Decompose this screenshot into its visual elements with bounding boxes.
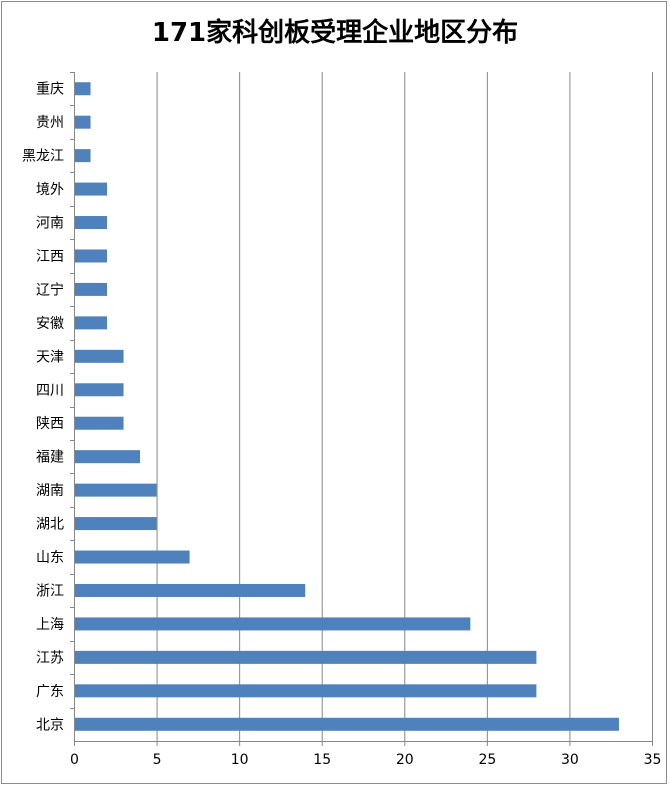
bar-12 — [74, 483, 157, 497]
category-label-17: 江苏 — [36, 650, 64, 666]
category-label-1: 贵州 — [36, 115, 64, 131]
category-label-2: 黑龙江 — [22, 149, 64, 165]
bar-16 — [74, 617, 471, 631]
bar-7 — [74, 316, 108, 330]
bar-4 — [74, 216, 108, 230]
x-tick-label-3: 15 — [313, 752, 331, 768]
x-tick-label-0: 0 — [70, 752, 79, 768]
category-label-10: 陕西 — [36, 416, 64, 432]
bar-1 — [74, 115, 91, 129]
bar-13 — [74, 517, 157, 531]
category-label-11: 福建 — [36, 450, 64, 466]
category-label-4: 河南 — [36, 216, 64, 232]
bar-9 — [74, 383, 124, 397]
bar-11 — [74, 450, 141, 464]
bar-8 — [74, 349, 124, 363]
category-label-14: 山东 — [36, 550, 64, 566]
category-label-0: 重庆 — [36, 82, 64, 98]
category-label-18: 广东 — [36, 684, 64, 700]
x-tick-label-1: 5 — [153, 752, 162, 768]
category-label-6: 辽宁 — [36, 281, 64, 298]
bar-3 — [74, 182, 108, 196]
x-tick-label-4: 20 — [396, 752, 414, 768]
category-label-8: 天津 — [36, 349, 64, 365]
x-tick-label-2: 10 — [231, 752, 249, 768]
bar-17 — [74, 650, 537, 664]
category-label-9: 四川 — [36, 383, 64, 399]
category-label-5: 江西 — [36, 249, 64, 265]
bar-6 — [74, 282, 108, 296]
bar-19 — [74, 717, 619, 731]
bar-18 — [74, 684, 537, 698]
bar-2 — [74, 149, 91, 163]
category-label-7: 安徽 — [36, 316, 64, 332]
x-tick-label-5: 25 — [478, 752, 496, 768]
bar-14 — [74, 550, 190, 564]
chart-title: 171家科创板受理企业地区分布 — [151, 18, 519, 48]
x-tick-label-6: 30 — [561, 752, 579, 768]
category-label-19: 北京 — [36, 717, 64, 733]
category-label-12: 湖南 — [36, 483, 64, 499]
category-label-16: 上海 — [36, 617, 64, 633]
bar-0 — [74, 82, 91, 96]
x-tick-label-7: 35 — [644, 752, 662, 768]
bar-5 — [74, 249, 108, 263]
bar-10 — [74, 416, 124, 430]
category-label-15: 浙江 — [36, 583, 64, 599]
category-label-13: 湖北 — [36, 517, 64, 533]
bar-15 — [74, 583, 306, 597]
category-label-3: 境外 — [36, 182, 64, 198]
